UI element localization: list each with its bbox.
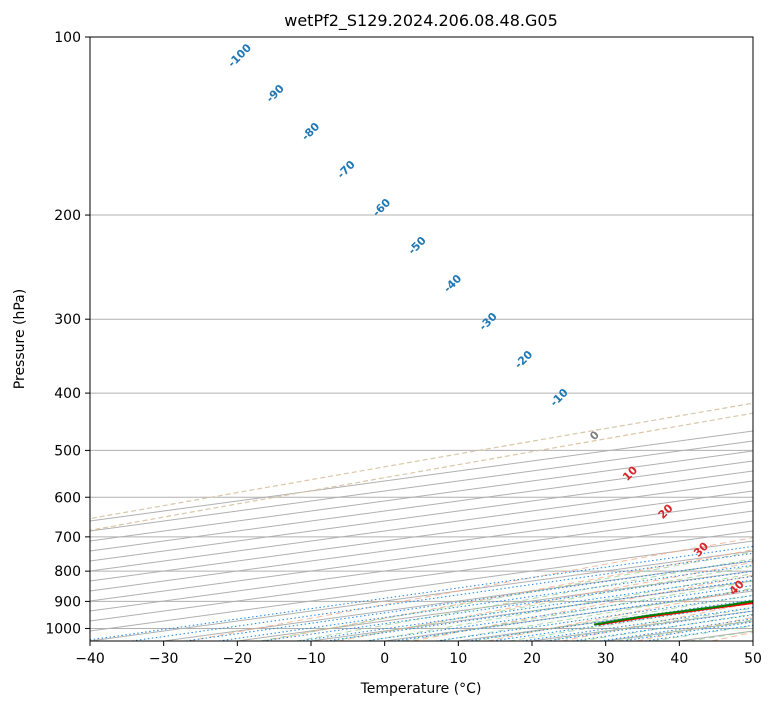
- guide-curve-line: [90, 402, 753, 520]
- x-tick-label: 40: [670, 651, 688, 667]
- x-tick-label: 50: [744, 651, 762, 667]
- y-tick-label: 300: [54, 312, 81, 328]
- isotherm-line: [90, 490, 753, 582]
- moist-adiabat-line: [260, 551, 753, 641]
- dry-adiabat-line: [188, 537, 753, 641]
- chart-title: wetPf2_S129.2024.206.08.48.G05: [284, 11, 558, 31]
- mixing-ratio-line: [436, 594, 753, 641]
- y-tick-label: 900: [54, 594, 81, 610]
- x-tick-label: −20: [223, 651, 253, 667]
- dry-adiabat-line: [338, 561, 753, 641]
- mixing-ratio-line: [185, 560, 753, 641]
- x-axis-ticks: −40 −30 −20 −10 0 10 20 30 40 50: [75, 641, 762, 667]
- dry-adiabat-line: [412, 574, 753, 641]
- x-tick-label: 30: [597, 651, 615, 667]
- x-tick-label: −40: [75, 651, 105, 667]
- isotherm-line: [90, 470, 753, 562]
- y-axis-ticks: 100 200 300 400 500 600 700 800 900 1000: [45, 30, 90, 637]
- background-lines: [90, 37, 753, 641]
- isotherm-line: [90, 520, 753, 612]
- x-tick-label: 10: [449, 651, 467, 667]
- moist-adiabat-line: [296, 558, 753, 641]
- isotherm-line: [90, 480, 753, 572]
- isotherm-line: [90, 500, 753, 592]
- guide-curve-line: [90, 412, 753, 531]
- mixing-ratio-line: [492, 602, 753, 641]
- x-tick-label: 20: [523, 651, 541, 667]
- x-axis-title: Temperature (°C): [360, 681, 482, 697]
- plot-frame: [89, 36, 754, 642]
- x-tick-label: −10: [296, 651, 326, 667]
- y-tick-label: 400: [54, 386, 81, 402]
- y-axis-title: Pressure (hPa): [12, 289, 28, 389]
- mixing-ratio-line: [90, 545, 753, 641]
- mixing-ratio-line: [394, 589, 753, 641]
- isotherm-line: [90, 510, 753, 602]
- isotherm-line: [90, 530, 753, 622]
- isotherm-line: [90, 460, 753, 552]
- isotherm-line: [90, 450, 753, 542]
- y-tick-label: 600: [54, 490, 81, 506]
- y-tick-label: 100: [54, 30, 81, 46]
- y-tick-label: 700: [54, 530, 81, 546]
- y-tick-label: 500: [54, 443, 81, 459]
- y-tick-label: 800: [54, 564, 81, 580]
- x-tick-label: 0: [380, 651, 389, 667]
- x-tick-label: −30: [149, 651, 179, 667]
- y-tick-label: 1000: [45, 621, 81, 637]
- y-tick-label: 200: [54, 208, 81, 224]
